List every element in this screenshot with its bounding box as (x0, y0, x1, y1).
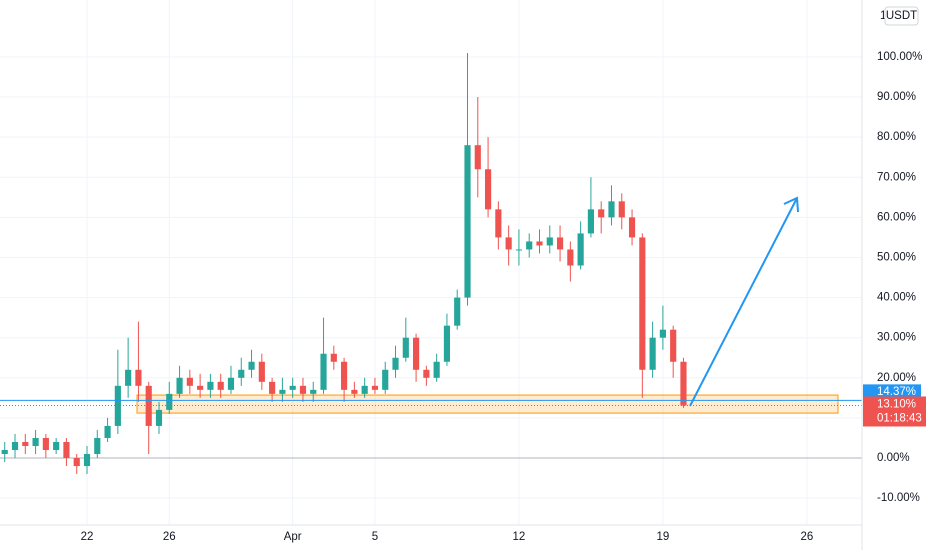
candle-body (83, 454, 91, 467)
candle-body (22, 441, 29, 446)
candle-body (279, 389, 286, 394)
candle-body (248, 361, 255, 370)
y-tick-label: 50.00% (877, 252, 916, 264)
candle-body (166, 393, 173, 410)
plot-area (0, 52, 862, 475)
x-tick-label: 26 (163, 531, 176, 543)
candle-body (526, 241, 533, 250)
candle-body (197, 385, 204, 390)
currency-label: USDT (886, 10, 917, 22)
y-tick-label: 0.00% (877, 452, 910, 464)
last-price-label: 13.10% (877, 399, 916, 411)
candle-body (145, 385, 152, 426)
candle-body (402, 337, 409, 358)
candle-body (670, 329, 677, 362)
y-tick-label: -10.00% (877, 492, 920, 504)
arrow (689, 197, 798, 407)
y-tick-label: 60.00% (877, 211, 916, 223)
candle-body (341, 361, 348, 390)
support-zone (136, 394, 839, 414)
y-tick-label: 20.00% (877, 372, 916, 384)
candle-body (258, 361, 265, 382)
candle-body (639, 237, 646, 370)
candle-body (443, 325, 451, 362)
candle-body (567, 249, 574, 266)
candle-body (217, 381, 224, 390)
candle-body (382, 369, 389, 390)
candle-body (464, 145, 471, 298)
candle-body (495, 209, 502, 238)
candle-body (598, 209, 605, 218)
candle-body (125, 369, 132, 386)
candle-body (155, 409, 163, 426)
candle-body (32, 437, 39, 446)
x-tick-label: 26 (800, 531, 813, 543)
candle-body (618, 201, 625, 218)
y-tick-label: 80.00% (877, 131, 916, 143)
candle-body (238, 369, 245, 378)
candle-body (186, 377, 193, 386)
candle-body (628, 217, 636, 238)
candle-body (330, 353, 337, 362)
x-tick-label: 12 (513, 531, 526, 543)
x-tick-label: 5 (372, 531, 378, 543)
grid (0, 0, 862, 525)
y-tick-label: 70.00% (877, 171, 916, 183)
candle-body (484, 169, 492, 210)
candle-body (546, 237, 553, 246)
candle-body (454, 297, 461, 326)
candle-body (269, 381, 276, 394)
candle-body (289, 385, 296, 390)
candle-body (299, 385, 307, 394)
candle-body (207, 381, 214, 390)
candle-body (104, 425, 111, 438)
candle-body (587, 209, 595, 234)
candle-body (392, 357, 399, 370)
candle-body (135, 369, 142, 386)
candle-body (1, 450, 8, 455)
candle-body (474, 145, 481, 170)
candle-body (227, 377, 235, 390)
candle-body (680, 361, 687, 406)
candle-body (413, 337, 420, 370)
quote-label: 1 (880, 10, 886, 22)
y-tick-label: 40.00% (877, 292, 916, 304)
price-axis: -10.00%0.00%10.00%20.00%30.00%40.00%50.0… (81, 51, 926, 543)
candle-body (63, 441, 70, 459)
candle-body (649, 337, 656, 370)
candle-body (536, 241, 543, 246)
candle-body (423, 369, 430, 378)
candle-body (371, 385, 379, 390)
y-tick-label: 90.00% (877, 91, 916, 103)
candle-body (176, 377, 183, 394)
candle-body (515, 249, 523, 251)
candle-body (556, 237, 564, 250)
candle-body (505, 237, 512, 250)
candle-body (351, 389, 358, 394)
candle-body (433, 361, 440, 378)
candle-body (608, 201, 615, 218)
x-tick-label: Apr (284, 531, 302, 543)
candle-body (310, 389, 317, 394)
arrow-head (783, 196, 799, 213)
currency-box (884, 6, 919, 26)
candle-body (94, 437, 101, 455)
candle-body (11, 441, 19, 450)
y-tick-label: 30.00% (877, 332, 916, 344)
candle-body (361, 385, 368, 394)
mark-price-label: 14.37% (877, 386, 916, 398)
x-tick-label: 22 (81, 531, 94, 543)
candle-body (53, 441, 60, 450)
last-price-box (863, 396, 926, 427)
y-tick-label: 100.00% (877, 51, 922, 63)
mark-price-box (863, 384, 921, 400)
candle-body (73, 458, 80, 467)
candle-body (577, 233, 584, 266)
countdown-label: 01:18:43 (877, 413, 922, 425)
candle-body (320, 353, 327, 390)
candle-body (42, 437, 49, 450)
x-tick-label: 19 (657, 531, 670, 543)
candle-body (659, 329, 666, 338)
